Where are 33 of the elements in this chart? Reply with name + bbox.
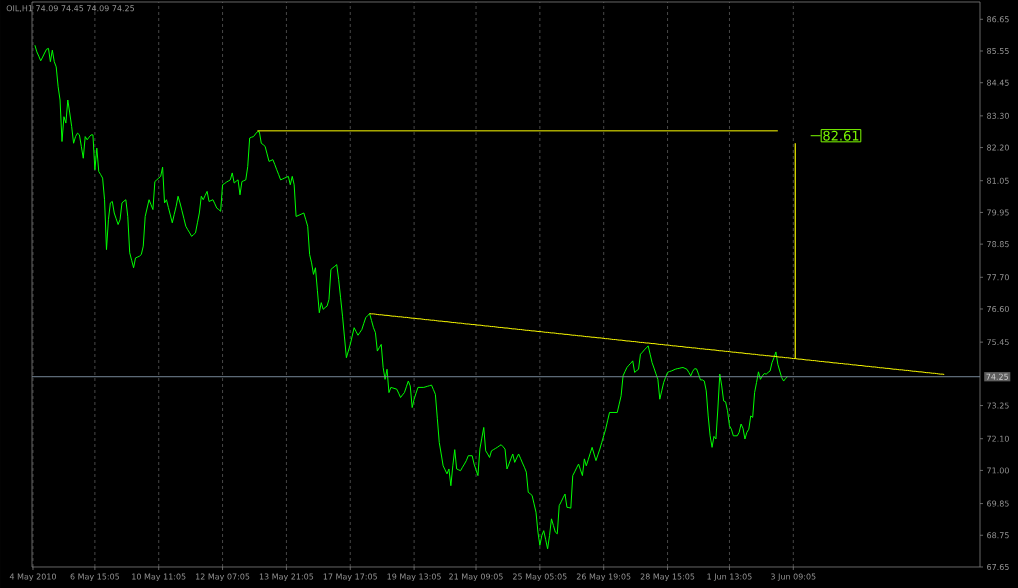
x-tick-label: 13 May 21:05	[259, 573, 314, 582]
x-tick-label: 17 May 17:05	[323, 573, 377, 582]
y-tick-label: 77.70	[987, 274, 1009, 281]
y-tick-label: 82.20	[987, 144, 1009, 151]
x-tick-label: 28 May 15:05	[640, 573, 695, 582]
y-tick-label: 69.85	[987, 500, 1009, 507]
y-tick-label: 85.55	[987, 47, 1009, 55]
y-tick-label: 86.65	[987, 16, 1009, 23]
y-tick-label: 67.65	[987, 563, 1009, 571]
x-tick-label: 26 May 19:05	[576, 573, 631, 582]
y-tick-label: 72.10	[987, 435, 1009, 442]
y-tick-label: 81.05	[987, 177, 1009, 184]
x-tick-label: 3 Jun 09:05	[771, 573, 816, 582]
y-tick-label: 79.95	[987, 209, 1009, 216]
x-tick-label: 19 May 13:05	[387, 573, 441, 582]
x-tick-label: 1 Jun 13:05	[707, 573, 752, 582]
annotation: 82.61	[823, 130, 859, 141]
y-tick-label: 84.45	[987, 79, 1009, 86]
y-tick-label: 76.60	[987, 305, 1009, 313]
y-tick-label: 78.85	[987, 241, 1009, 248]
y-tick-label: 71.00	[987, 467, 1009, 474]
x-tick-label: 12 May 07:05	[196, 573, 250, 582]
x-tick-label: 25 May 05:05	[513, 573, 567, 582]
x-tick-label: 6 May 15:05	[70, 573, 120, 582]
x-tick-label: 21 May 09:05	[449, 573, 503, 582]
chart-title: OIL,H1 74.09 74.45 74.09 74.25	[6, 5, 135, 13]
y-tick-label: 83.30	[987, 112, 1009, 119]
y-tick-label: 73.25	[987, 402, 1009, 409]
ref-line-label: 74.25	[986, 373, 1008, 380]
y-tick-label: 68.75	[987, 532, 1009, 539]
x-tick-label: 10 May 11:05	[132, 573, 186, 582]
x-tick-label: 4 May 2010	[9, 573, 56, 582]
y-tick-label: 75.45	[987, 339, 1009, 346]
